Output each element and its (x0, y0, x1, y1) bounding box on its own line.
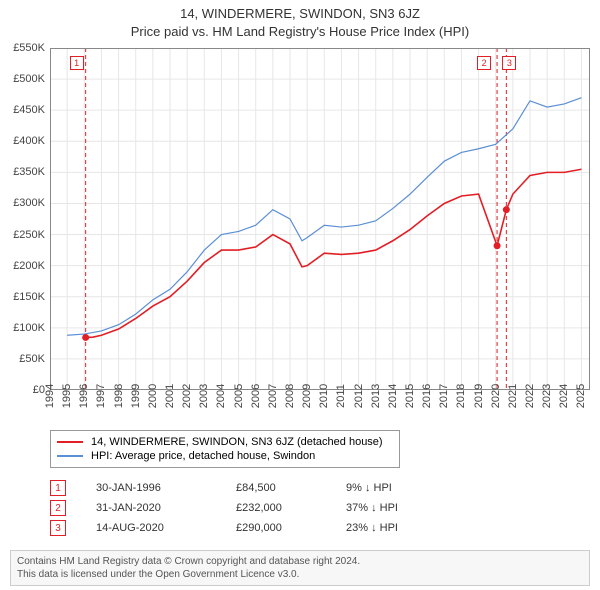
y-axis-tick: £150K (5, 291, 45, 303)
x-axis-tick: 2018 (455, 384, 467, 408)
x-axis-tick: 2012 (353, 384, 365, 408)
x-axis-tick: 1999 (130, 384, 142, 408)
x-axis-tick: 1995 (61, 384, 73, 408)
x-axis-tick: 2006 (250, 384, 262, 408)
sale-event-row: 3 14-AUG-2020£290,00023% ↓ HPI (50, 518, 466, 538)
footer-line-2: This data is licensed under the Open Gov… (17, 568, 583, 581)
footer-line-1: Contains HM Land Registry data © Crown c… (17, 555, 583, 568)
x-axis-tick: 2002 (181, 384, 193, 408)
x-axis-tick: 2016 (421, 384, 433, 408)
chart-title-address: 14, WINDERMERE, SWINDON, SN3 6JZ (0, 6, 600, 21)
event-date: 30-JAN-1996 (96, 482, 236, 494)
y-axis-tick: £400K (5, 135, 45, 147)
x-axis-tick: 2000 (147, 384, 159, 408)
x-axis-tick: 2019 (473, 384, 485, 408)
x-axis-tick: 2022 (524, 384, 536, 408)
sale-marker-box: 2 (477, 56, 491, 70)
x-axis-tick: 2013 (370, 384, 382, 408)
event-date: 31-JAN-2020 (96, 502, 236, 514)
legend-swatch-hpi (57, 455, 83, 457)
y-axis-tick: £250K (5, 229, 45, 241)
event-price: £232,000 (236, 502, 346, 514)
x-axis-tick: 2015 (404, 384, 416, 408)
price-chart (50, 48, 590, 390)
x-axis-tick: 2009 (301, 384, 313, 408)
y-axis-tick: £0 (5, 384, 45, 396)
event-index-box: 2 (50, 500, 66, 516)
x-axis-tick: 2005 (233, 384, 245, 408)
x-axis-tick: 2020 (490, 384, 502, 408)
x-axis-tick: 2003 (198, 384, 210, 408)
sale-marker-box: 1 (70, 56, 84, 70)
y-axis-tick: £450K (5, 104, 45, 116)
sale-marker-box: 3 (502, 56, 516, 70)
x-axis-tick: 2007 (267, 384, 279, 408)
x-axis-tick: 2004 (215, 384, 227, 408)
x-axis-tick: 2023 (541, 384, 553, 408)
x-axis-tick: 2017 (438, 384, 450, 408)
sale-events-table: 1 30-JAN-1996£84,5009% ↓ HPI 2 31-JAN-2020£… (50, 478, 466, 538)
event-index-box: 1 (50, 480, 66, 496)
legend-row-property: 14, WINDERMERE, SWINDON, SN3 6JZ (detach… (57, 435, 393, 449)
event-date: 14-AUG-2020 (96, 522, 236, 534)
x-axis-tick: 2001 (164, 384, 176, 408)
x-axis-tick: 1998 (113, 384, 125, 408)
x-axis-tick: 2014 (387, 384, 399, 408)
chart-title-sub: Price paid vs. HM Land Registry's House … (0, 24, 600, 39)
event-price: £84,500 (236, 482, 346, 494)
legend-label-hpi: HPI: Average price, detached house, Swin… (91, 450, 315, 462)
legend-label-property: 14, WINDERMERE, SWINDON, SN3 6JZ (detach… (91, 436, 383, 448)
y-axis-tick: £500K (5, 73, 45, 85)
y-axis-tick: £200K (5, 260, 45, 272)
y-axis-tick: £350K (5, 166, 45, 178)
chart-legend: 14, WINDERMERE, SWINDON, SN3 6JZ (detach… (50, 430, 400, 468)
y-axis-tick: £100K (5, 322, 45, 334)
attribution-footer: Contains HM Land Registry data © Crown c… (10, 550, 590, 586)
x-axis-tick: 1996 (78, 384, 90, 408)
x-axis-tick: 2021 (507, 384, 519, 408)
x-axis-tick: 2011 (335, 384, 347, 408)
sale-event-row: 1 30-JAN-1996£84,5009% ↓ HPI (50, 478, 466, 498)
event-pct-vs-hpi: 9% ↓ HPI (346, 482, 466, 494)
x-axis-tick: 1994 (44, 384, 56, 408)
x-axis-tick: 2024 (558, 384, 570, 408)
x-axis-tick: 2025 (575, 384, 587, 408)
event-pct-vs-hpi: 37% ↓ HPI (346, 502, 466, 514)
legend-swatch-property (57, 441, 83, 443)
event-pct-vs-hpi: 23% ↓ HPI (346, 522, 466, 534)
sale-event-row: 2 31-JAN-2020£232,00037% ↓ HPI (50, 498, 466, 518)
event-index-box: 3 (50, 520, 66, 536)
x-axis-tick: 1997 (95, 384, 107, 408)
y-axis-tick: £300K (5, 197, 45, 209)
x-axis-tick: 2010 (318, 384, 330, 408)
y-axis-tick: £50K (5, 353, 45, 365)
y-axis-tick: £550K (5, 42, 45, 54)
legend-row-hpi: HPI: Average price, detached house, Swin… (57, 449, 393, 463)
event-price: £290,000 (236, 522, 346, 534)
x-axis-tick: 2008 (284, 384, 296, 408)
